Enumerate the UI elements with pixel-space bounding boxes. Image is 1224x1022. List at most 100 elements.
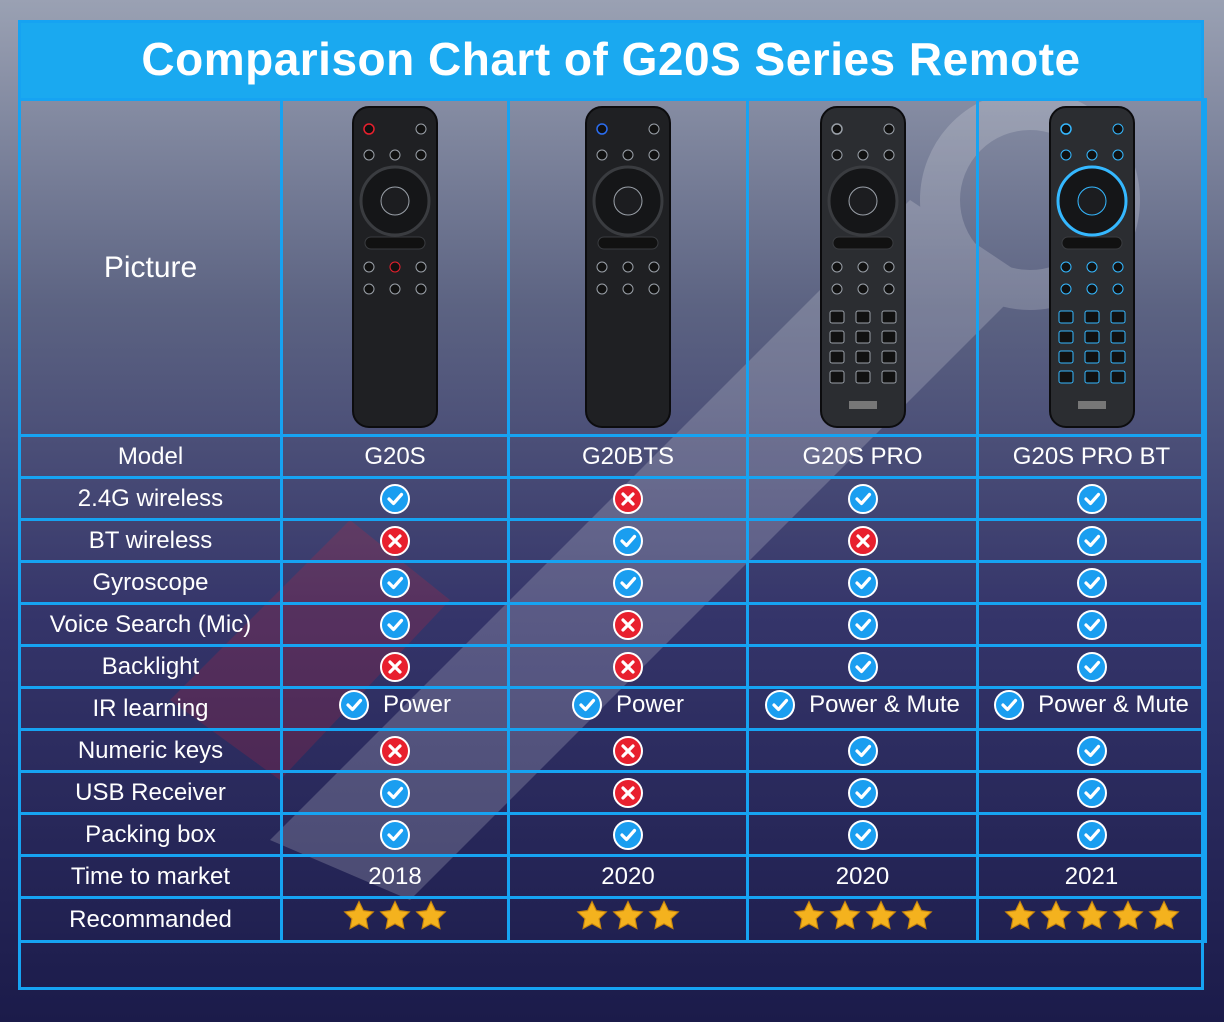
cross-icon <box>380 651 410 682</box>
check-icon <box>847 651 878 682</box>
check-icon <box>380 483 410 514</box>
row-label-text: USB Receiver <box>75 778 226 806</box>
value-cell <box>746 476 979 521</box>
value-cell <box>507 812 749 857</box>
value-cell <box>507 644 749 689</box>
table-row-wireless-24g: 2.4G wireless <box>18 476 1207 521</box>
check-icon <box>847 777 878 808</box>
check-icon <box>1076 567 1107 598</box>
check-icon <box>765 690 796 720</box>
row-label: Time to market <box>18 854 283 899</box>
row-label-text: Numeric keys <box>77 736 224 764</box>
table-row-stars: Recommanded <box>18 896 1207 943</box>
cross-icon <box>847 525 878 556</box>
value-cell <box>280 476 510 521</box>
check-icon <box>1076 777 1107 808</box>
check-icon <box>571 690 602 720</box>
value-cell: G20S PRO BT <box>976 434 1207 479</box>
value-cell: Power & Mute <box>746 686 979 731</box>
value-cell <box>507 476 749 521</box>
release-year: 2020 <box>601 862 655 890</box>
row-label-text: Voice Search (Mic) <box>49 610 252 638</box>
value-cell <box>976 602 1207 647</box>
star-icon <box>900 899 934 933</box>
value-cell: Power & Mute <box>976 686 1207 731</box>
picture-cell <box>746 98 979 437</box>
cross-icon <box>613 609 643 640</box>
row-label-text: Model <box>117 442 184 470</box>
row-label: Packing box <box>18 812 283 857</box>
star-icon <box>1147 899 1181 933</box>
star-icon <box>575 899 609 933</box>
remote-image <box>1048 106 1135 428</box>
release-year: 2020 <box>835 862 890 890</box>
picture-cell <box>507 98 749 437</box>
model-name: G20S PRO <box>802 442 923 470</box>
table-row-bt-wireless: BT wireless <box>18 518 1207 563</box>
model-name: G20BTS <box>581 442 675 470</box>
value-cell <box>746 812 979 857</box>
value-cell <box>976 476 1207 521</box>
check-icon <box>613 525 643 556</box>
ir-learning-value: Power <box>338 690 451 720</box>
check-icon <box>380 819 410 850</box>
star-icon <box>1075 899 1109 933</box>
remote-image <box>585 106 671 428</box>
row-label-text: Backlight <box>101 652 200 680</box>
value-cell: 2020 <box>507 854 749 899</box>
value-cell <box>976 560 1207 605</box>
star-icon <box>647 899 681 933</box>
row-label-text: Recommanded <box>69 905 232 933</box>
value-cell: Power <box>507 686 749 731</box>
value-cell <box>746 728 979 773</box>
release-year: 2021 <box>1064 862 1119 890</box>
check-icon <box>847 567 878 598</box>
row-label: 2.4G wireless <box>18 476 283 521</box>
row-label-text: BT wireless <box>88 526 213 554</box>
check-icon <box>380 609 410 640</box>
ir-learning-text: Power <box>615 691 685 718</box>
value-cell <box>976 812 1207 857</box>
remote-image <box>352 106 438 428</box>
value-cell <box>280 812 510 857</box>
cross-icon <box>613 777 643 808</box>
row-label: Recommanded <box>18 896 283 943</box>
value-cell <box>507 770 749 815</box>
value-cell: 2020 <box>746 854 979 899</box>
star-icon <box>828 899 862 933</box>
row-label-text: Gyroscope <box>92 568 209 596</box>
check-icon <box>1076 483 1107 514</box>
check-icon <box>1076 609 1107 640</box>
value-cell <box>280 560 510 605</box>
value-cell <box>280 728 510 773</box>
row-label: Numeric keys <box>18 728 283 773</box>
row-label-text: IR learning <box>92 694 209 722</box>
table-row-picture: Picture <box>18 98 1207 437</box>
cross-icon <box>613 651 643 682</box>
row-label: Gyroscope <box>18 560 283 605</box>
row-label-text: Packing box <box>85 820 216 848</box>
value-cell: 2018 <box>280 854 510 899</box>
picture-cell <box>976 98 1207 437</box>
remote-image <box>819 106 906 428</box>
model-name: G20S <box>364 442 426 470</box>
table-row-packing-box: Packing box <box>18 812 1207 857</box>
picture-cell <box>280 98 510 437</box>
chart-title: Comparison Chart of G20S Series Remote <box>18 20 1204 98</box>
table-row-numeric-keys: Numeric keys <box>18 728 1207 773</box>
value-cell <box>280 602 510 647</box>
row-label-text: Time to market <box>70 862 231 890</box>
ir-learning-value: Power <box>571 690 685 720</box>
value-cell: G20S <box>280 434 510 479</box>
value-cell <box>507 560 749 605</box>
value-cell <box>976 518 1207 563</box>
value-cell <box>280 644 510 689</box>
value-cell <box>746 560 979 605</box>
check-icon <box>380 777 410 808</box>
ir-learning-text: Power & Mute <box>809 691 960 718</box>
value-cell <box>746 518 979 563</box>
check-icon <box>847 735 878 766</box>
table-row-model: Model G20S G20BTS G20S PRO G20S PRO BT <box>18 434 1207 479</box>
star-icon <box>1111 899 1145 933</box>
check-icon <box>994 690 1025 720</box>
